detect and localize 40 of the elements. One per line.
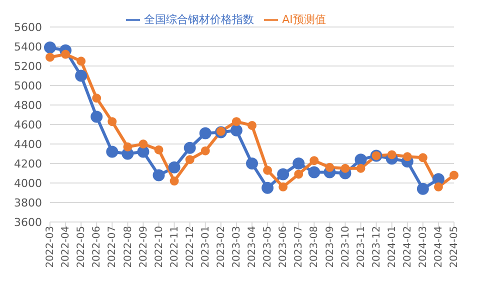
x-tick-label: 2023-05 <box>262 226 274 268</box>
x-tick-label: 2022-12 <box>184 226 196 268</box>
y-tick-label: 5600 <box>14 20 42 34</box>
x-tick-label: 2022-08 <box>122 226 134 268</box>
x-tick-label: 2024-04 <box>434 226 445 268</box>
x-tick-label: 2022-04 <box>60 226 72 268</box>
x-tick-label: 2023-08 <box>309 226 320 268</box>
x-tick-label: 2024-02 <box>402 226 414 268</box>
x-tick-label: 2023-04 <box>247 226 258 268</box>
x-tick-label: 2022-11 <box>169 226 180 268</box>
legend-label: AI预测值 <box>282 13 326 26</box>
x-tick-label: 2024-05 <box>449 226 460 268</box>
y-tick-label: 3800 <box>14 196 42 210</box>
y-tick-label: 4800 <box>14 98 42 112</box>
y-tick-label: 3600 <box>14 216 42 229</box>
y-tick-label: 4600 <box>14 118 42 132</box>
y-tick-label: 5000 <box>14 79 42 92</box>
x-tick-label: 2023-01 <box>200 226 212 268</box>
x-tick-label: 2023-12 <box>371 226 382 268</box>
y-tick-label: 4000 <box>14 176 42 190</box>
y-tick-label: 5200 <box>14 60 42 73</box>
x-tick-label: 2022-05 <box>76 226 88 268</box>
y-tick-label: 4400 <box>14 138 42 151</box>
x-tick-label: 2023-06 <box>278 226 290 268</box>
x-tick-label: 2022-10 <box>154 226 165 268</box>
y-tick-label: 4200 <box>14 157 42 170</box>
x-tick-label: 2022-03 <box>45 226 56 268</box>
x-tick-label: 2023-03 <box>232 226 243 268</box>
x-tick-label: 2022-07 <box>107 226 118 268</box>
x-tick-label: 2022-09 <box>138 226 150 268</box>
x-tick-label: 2023-02 <box>216 226 228 268</box>
x-tick-label: 2023-07 <box>294 226 305 268</box>
x-tick-label: 2022-06 <box>92 226 103 268</box>
x-tick-label: 2023-10 <box>340 226 352 268</box>
x-tick-label: 2023-09 <box>324 226 336 268</box>
x-tick-label: 2023-11 <box>356 226 367 268</box>
x-tick-label: 2024-03 <box>418 226 430 268</box>
y-tick-label: 5400 <box>14 40 42 54</box>
x-tick-label: 2024-01 <box>386 226 398 268</box>
legend-label: 全国综合钢材价格指数 <box>144 13 254 26</box>
